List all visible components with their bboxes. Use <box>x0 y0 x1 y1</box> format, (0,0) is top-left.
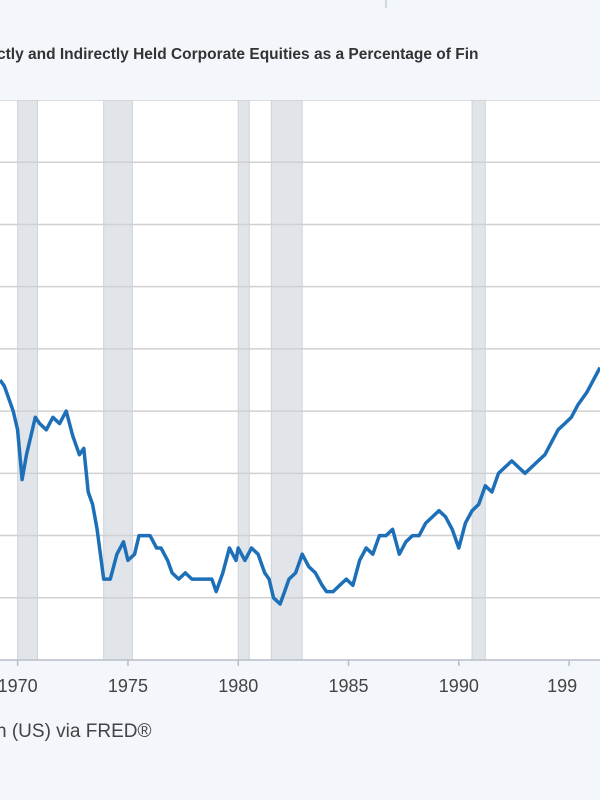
x-tick-label-4: 1990 <box>439 676 479 696</box>
gridlines <box>0 100 600 661</box>
recession-band-2 <box>237 100 250 661</box>
top-edge-tick <box>385 0 387 8</box>
x-axis-tick-labels: 1970 1975 1980 1985 1990 199 <box>0 660 577 696</box>
recession-band-1 <box>103 100 133 661</box>
recession-band-4 <box>471 100 486 661</box>
recession-band-3 <box>270 100 303 661</box>
x-tick-label-2: 1980 <box>218 676 258 696</box>
x-tick-label-0: 1970 <box>0 676 38 696</box>
x-tick-label-3: 1985 <box>329 676 369 696</box>
line-chart: 1970 1975 1980 1985 1990 199 <box>0 100 600 696</box>
x-tick-label-1: 1975 <box>108 676 148 696</box>
series-group <box>0 366 600 606</box>
x-tick-label-5: 199 <box>547 676 577 696</box>
recession-band-0 <box>17 100 38 661</box>
chart-source-note: n (US) via FRED® <box>0 721 152 742</box>
chart-title: ctly and Indirectly Held Corporate Equit… <box>0 46 479 63</box>
series-line-0 <box>0 366 600 606</box>
